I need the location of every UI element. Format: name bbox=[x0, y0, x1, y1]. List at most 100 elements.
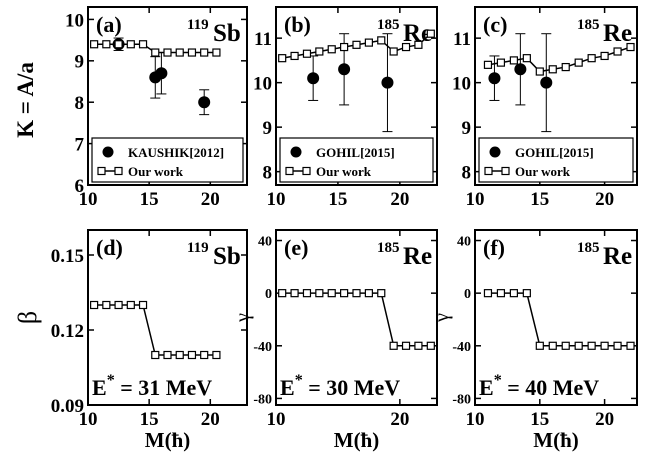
y-tick-label: 0 bbox=[464, 287, 471, 302]
y-tick-label: 11 bbox=[254, 29, 272, 50]
data-point-square bbox=[600, 341, 609, 350]
x-tick-label: 20 bbox=[390, 189, 409, 210]
data-point-square bbox=[587, 54, 596, 63]
data-point-square bbox=[496, 58, 506, 67]
data-point-square bbox=[426, 341, 435, 350]
data-point-square bbox=[389, 47, 398, 56]
data-point-square bbox=[340, 42, 349, 52]
x-tick-label: 15 bbox=[140, 189, 159, 210]
data-point-square bbox=[114, 40, 123, 49]
data-point-square bbox=[175, 48, 184, 57]
series-line bbox=[487, 292, 631, 347]
data-point-square bbox=[377, 36, 386, 45]
data-point-circle bbox=[540, 76, 553, 89]
data-point-square bbox=[613, 47, 622, 56]
panel-label: (b) bbox=[284, 12, 311, 37]
legend-marker-square bbox=[501, 166, 510, 176]
x-axis-label: M(ħ) bbox=[145, 428, 191, 452]
data-point-circle bbox=[198, 96, 211, 109]
legend-marker-circle bbox=[489, 146, 501, 158]
x-tick-label: 20 bbox=[595, 189, 614, 210]
y-tick-label: 6 bbox=[75, 176, 85, 197]
y-axis-label: β bbox=[13, 311, 42, 324]
data-point-square bbox=[496, 289, 506, 298]
legend-label: GOHIL[2015] bbox=[316, 145, 395, 160]
plot-frame bbox=[87, 229, 248, 406]
legend-marker-square bbox=[302, 166, 311, 176]
y-tick-label: 0.09 bbox=[51, 396, 84, 417]
plot-frame bbox=[275, 229, 438, 406]
legend-label: Our work bbox=[316, 164, 372, 179]
data-point-square bbox=[522, 289, 531, 298]
data-point-square bbox=[102, 40, 111, 49]
nucleus-mass: 185 bbox=[377, 17, 400, 33]
x-tick-label: 15 bbox=[530, 189, 549, 210]
data-point-square bbox=[278, 289, 287, 298]
data-point-square bbox=[200, 350, 209, 360]
data-point-square bbox=[561, 62, 570, 72]
nucleus-mass: 185 bbox=[577, 240, 600, 256]
series-our-work bbox=[90, 300, 221, 360]
data-point-square bbox=[548, 65, 557, 74]
nucleus-mass: 119 bbox=[187, 240, 209, 256]
legend-marker-square bbox=[484, 166, 493, 176]
data-point-square bbox=[163, 48, 172, 57]
x-tick-label: 20 bbox=[390, 409, 409, 430]
plot-frame bbox=[474, 229, 638, 406]
data-point-square bbox=[151, 350, 160, 360]
data-point-square bbox=[574, 58, 583, 67]
data-point-square bbox=[352, 40, 361, 49]
data-point-square bbox=[364, 38, 373, 47]
panel-label: (f) bbox=[483, 235, 505, 260]
legend-marker-circle bbox=[290, 146, 302, 158]
data-point-square bbox=[535, 67, 544, 76]
x-tick-label: 15 bbox=[328, 189, 347, 210]
x-tick-label: 15 bbox=[530, 409, 549, 430]
data-point-square bbox=[574, 341, 583, 350]
data-point-square bbox=[377, 289, 386, 298]
plot-frame bbox=[275, 6, 438, 186]
y-tick-label: 9 bbox=[263, 118, 273, 139]
data-point-square bbox=[163, 350, 172, 360]
x-axis-label: M(ħ) bbox=[533, 428, 579, 452]
data-point-square bbox=[290, 51, 299, 61]
series-our-work bbox=[483, 42, 635, 76]
series-line bbox=[94, 304, 217, 356]
panel-c: 10 15 20 8 9 10 11 (c) 185 Re GOHIL[2015] Our work bbox=[452, 6, 638, 210]
energy-annotation: E* = 40 MeV bbox=[479, 372, 599, 400]
series-our-work bbox=[278, 29, 435, 63]
y-tick-label: 0.15 bbox=[51, 246, 84, 267]
data-point-square bbox=[389, 341, 398, 350]
data-point-square bbox=[352, 289, 361, 298]
legend-label: GOHIL[2015] bbox=[515, 145, 594, 160]
data-point-square bbox=[483, 60, 493, 69]
legend-marker-square bbox=[97, 166, 106, 176]
data-point-square bbox=[340, 289, 349, 298]
data-point-square bbox=[401, 42, 411, 52]
legend-marker-circle bbox=[102, 146, 114, 158]
y-tick-label: 10 bbox=[65, 10, 84, 31]
data-point-square bbox=[290, 289, 299, 298]
panel-label: (e) bbox=[284, 235, 308, 260]
x-tick-label: 20 bbox=[201, 409, 220, 430]
nucleus-mass: 119 bbox=[187, 17, 209, 33]
legend: GOHIL[2015] Our work bbox=[478, 137, 634, 183]
y-axis-label: γ bbox=[431, 313, 453, 323]
panel-d: 10 15 20 0.09 0.12 0.15 β M(ħ) (d) 119 Sb E* = 31 M… bbox=[13, 229, 248, 452]
data-point-square bbox=[212, 48, 221, 57]
y-axis-label: γ bbox=[232, 313, 254, 323]
series-reference bbox=[488, 33, 553, 133]
x-tick-label: 10 bbox=[267, 189, 286, 210]
data-point-square bbox=[200, 48, 209, 57]
y-tick-label: 40 bbox=[258, 235, 272, 250]
series-our-work bbox=[90, 40, 221, 57]
legend-marker-square bbox=[114, 166, 123, 176]
energy-annotation: E* = 31 MeV bbox=[92, 372, 212, 400]
series-our-work bbox=[278, 289, 435, 350]
x-tick-label: 20 bbox=[201, 189, 220, 210]
x-tick-label: 20 bbox=[595, 409, 614, 430]
y-tick-label: 0.12 bbox=[51, 321, 84, 342]
nucleus-mass: 185 bbox=[377, 240, 400, 256]
